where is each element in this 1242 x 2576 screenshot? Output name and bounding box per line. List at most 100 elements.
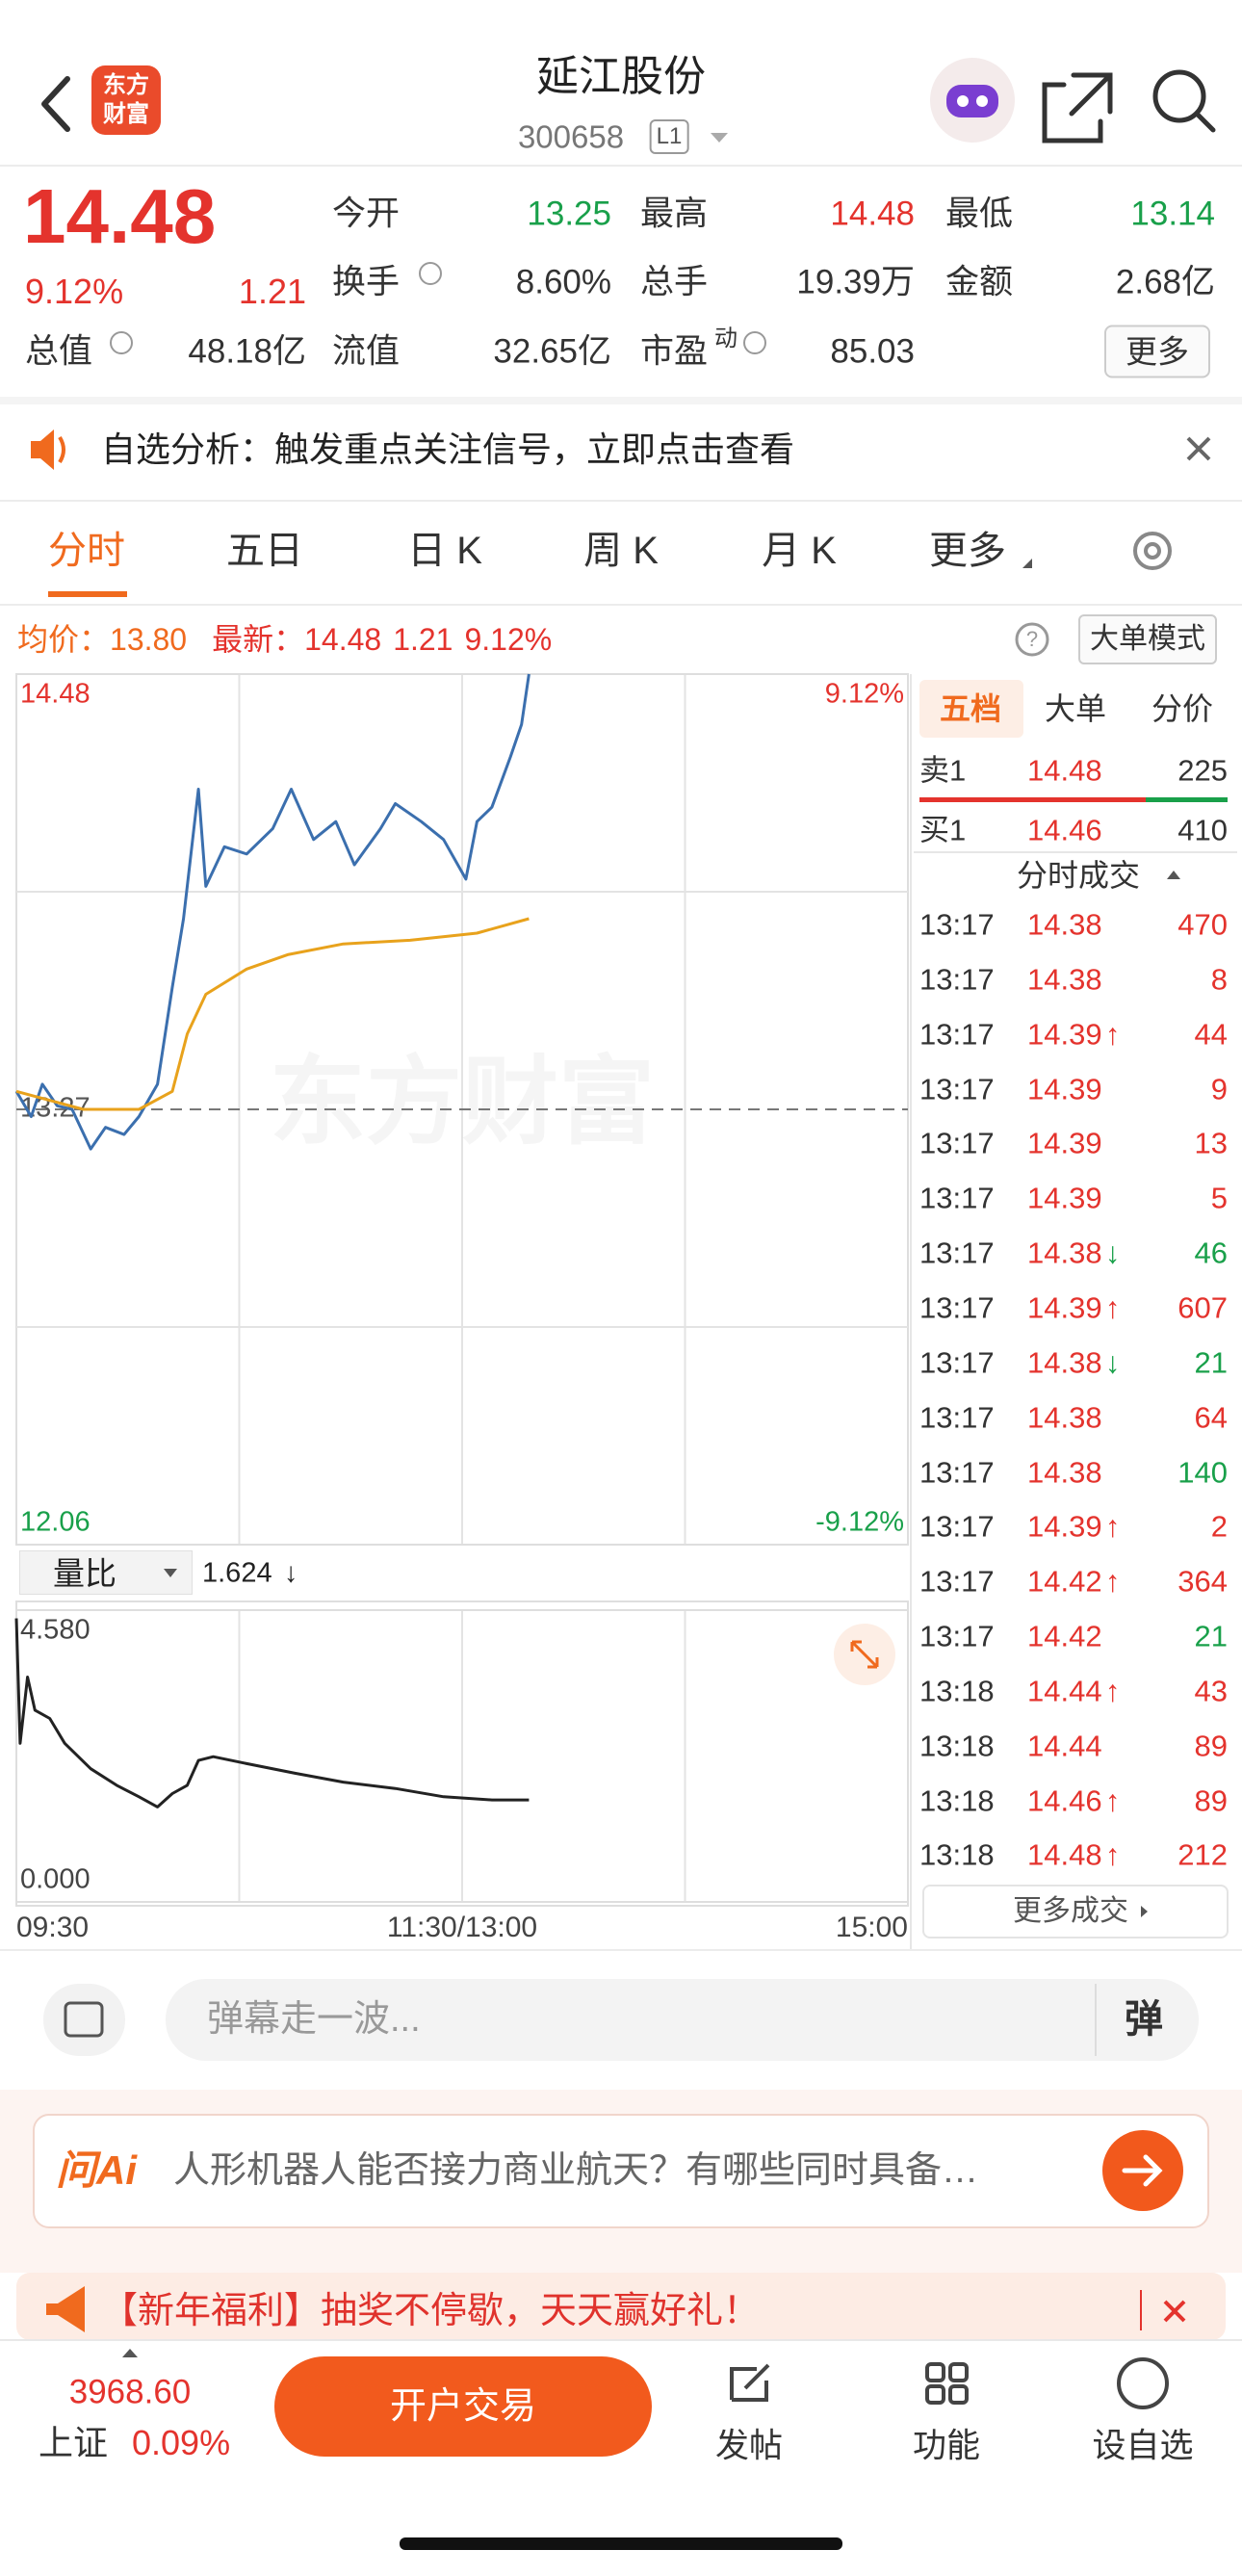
stock-name: 延江股份 <box>536 53 706 100</box>
index-change: 0.09% <box>132 2423 231 2462</box>
book-tab[interactable]: 五档 <box>939 691 1002 726</box>
book-tab[interactable]: 分价 <box>1151 691 1214 726</box>
comment-input[interactable] <box>166 1979 1199 2061</box>
trade-price: 14.38 <box>1027 1236 1102 1270</box>
banner-text: 【新年福利】抽奖不停歇，天天赢好礼！ <box>101 2291 761 2331</box>
field-label: 市盈 <box>640 332 709 371</box>
field-label: 最低 <box>945 195 1014 233</box>
trade-qty: 140 <box>1177 1455 1228 1489</box>
trade-button[interactable] <box>274 2356 652 2457</box>
trade-time: 13:18 <box>919 1674 995 1708</box>
trade-time: 13:17 <box>919 1290 995 1325</box>
trades-title[interactable]: 分时成交 <box>1016 858 1141 893</box>
danmaku-button[interactable]: 弹 <box>1125 1998 1163 2041</box>
trade-qty: 64 <box>1194 1400 1228 1435</box>
trade-qty: 44 <box>1194 1017 1228 1052</box>
settings-button[interactable] <box>1133 532 1172 570</box>
last-value: 14.48 <box>304 622 382 657</box>
nav-item[interactable]: 发帖 <box>714 2427 784 2465</box>
trade-price: 14.44 <box>1027 1674 1102 1708</box>
more-arrow <box>1141 1906 1148 1917</box>
tab[interactable]: 月 K <box>762 530 837 572</box>
tab[interactable]: 五日 <box>226 530 303 572</box>
func-icon <box>925 2384 945 2405</box>
trade-price: 14.39 <box>1027 1290 1102 1325</box>
avg-value: 13.80 <box>110 622 188 657</box>
field-value: 19.39万 <box>796 263 915 301</box>
trade-price: 14.39 <box>1027 1126 1102 1160</box>
share-button[interactable] <box>1042 72 1113 143</box>
trade-price: 14.46 <box>1027 1783 1102 1818</box>
trade-direction: ↑ <box>1105 1509 1121 1544</box>
ask-ai-box[interactable] <box>33 2114 1209 2228</box>
help-button[interactable] <box>1015 622 1049 657</box>
trade-qty: 470 <box>1177 907 1228 942</box>
trade-time: 13:17 <box>919 1619 995 1653</box>
banner-icon <box>46 2286 85 2332</box>
trade-qty: 89 <box>1194 1783 1228 1818</box>
trade-time: 13:17 <box>919 1181 995 1215</box>
mode-button[interactable]: 大单模式 <box>1078 614 1217 664</box>
trade-direction: ↓ <box>1105 1236 1121 1270</box>
search-button[interactable] <box>1152 69 1206 123</box>
notice[interactable]: 自选分析：触发重点关注信号，立即点击查看 <box>101 429 795 469</box>
tab[interactable]: 周 K <box>583 530 659 572</box>
logo-text: 财富 <box>103 101 149 127</box>
x-tick-label: 09:30 <box>16 1912 89 1943</box>
change: 1.21 <box>238 272 306 311</box>
trade-price: 14.48 <box>1027 1837 1102 1872</box>
last-price: 14.48 <box>23 173 217 259</box>
trade-time: 13:17 <box>919 962 995 997</box>
trade-time: 13:17 <box>919 1345 995 1380</box>
sort-indicator <box>1167 871 1180 879</box>
trade-qty: 9 <box>1210 1072 1228 1106</box>
speaker-icon <box>31 429 54 470</box>
field-value: 13.25 <box>527 195 611 233</box>
trade-qty: 13 <box>1194 1126 1228 1160</box>
more-trades-button[interactable] <box>922 1885 1229 1939</box>
trade-qty: 21 <box>1194 1345 1228 1380</box>
book-price: 14.48 <box>1027 753 1102 788</box>
last-label: 最新： <box>212 622 305 657</box>
field-value: 14.48 <box>830 195 915 233</box>
trade-qty: 43 <box>1194 1674 1228 1708</box>
trade-qty: 2 <box>1210 1509 1228 1544</box>
trade-price: 14.39 <box>1027 1181 1102 1215</box>
level-dropdown[interactable] <box>711 133 728 143</box>
trade-qty: 89 <box>1194 1729 1228 1763</box>
avatar-eye <box>957 95 969 107</box>
nav-item[interactable]: 设自选 <box>1092 2427 1194 2465</box>
trade-direction: ↑ <box>1105 1290 1121 1325</box>
tab[interactable]: 分时 <box>48 530 125 572</box>
expand-index[interactable] <box>122 2349 138 2357</box>
tab[interactable]: 日 K <box>407 530 482 572</box>
trade-time: 13:17 <box>919 1509 995 1544</box>
trade-qty: 46 <box>1194 1236 1228 1270</box>
trade-time: 13:17 <box>919 1072 995 1106</box>
more-button[interactable]: 更多 <box>1104 325 1210 378</box>
trade-time: 13:17 <box>919 1236 995 1270</box>
close-banner[interactable] <box>1163 2300 1186 2323</box>
book-tab[interactable]: 大单 <box>1044 691 1107 726</box>
banner-box[interactable] <box>16 2273 1226 2340</box>
back-button[interactable] <box>41 76 70 132</box>
nav-item[interactable]: 功能 <box>912 2427 981 2465</box>
avatar-face <box>946 85 998 117</box>
info-icon[interactable] <box>419 262 442 285</box>
close-notice[interactable] <box>1186 436 1211 461</box>
watermark: 东方财富 <box>270 1048 655 1156</box>
index-value: 3968.60 <box>68 2373 192 2411</box>
tab[interactable]: 更多 <box>929 530 1006 572</box>
app-logo[interactable] <box>91 65 161 135</box>
trade-qty: 212 <box>1177 1837 1228 1872</box>
field-value: 32.65亿 <box>493 332 611 371</box>
send-arrow <box>1122 2154 1163 2187</box>
level-badge[interactable]: L1 <box>649 119 689 154</box>
trade-label: 开户交易 <box>389 2386 537 2427</box>
trade-price: 14.44 <box>1027 1729 1102 1763</box>
comment-list-button[interactable] <box>43 1984 125 2056</box>
info-icon[interactable] <box>110 331 133 354</box>
field-label: 今开 <box>332 195 401 233</box>
info-icon[interactable] <box>743 331 766 354</box>
